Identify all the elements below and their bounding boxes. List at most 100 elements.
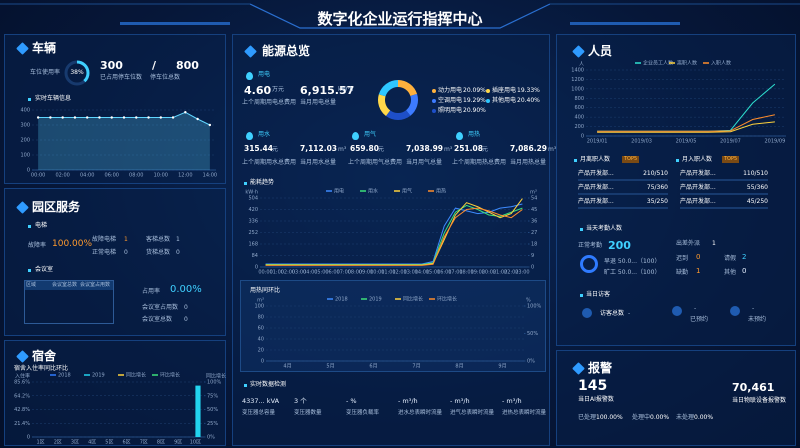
legend-label: 入职人数 bbox=[711, 60, 731, 67]
normal-label: 正常电梯 bbox=[92, 249, 117, 256]
point bbox=[159, 116, 162, 119]
y-tick-label: 0 bbox=[255, 265, 258, 271]
rooms-value: 0 bbox=[184, 316, 188, 323]
chart: 0 200 400 600 800 1000 1200 1400 2019/01 2019/03 2… bbox=[571, 60, 786, 145]
legend-value: 19.29% bbox=[463, 97, 486, 104]
y-tick-label: 40 bbox=[258, 337, 264, 343]
progress-track bbox=[680, 207, 768, 209]
x-tick-label: 10区 bbox=[190, 440, 201, 446]
leave-value: 2 bbox=[742, 253, 747, 261]
x-tick-label: 2019/09 bbox=[764, 139, 785, 145]
amount-value: 7,086.29 bbox=[510, 144, 548, 153]
section-title: 当日访客 bbox=[586, 291, 611, 298]
panel-title: 园区服务 bbox=[32, 200, 81, 214]
y2-axis-label: 同比增长 bbox=[206, 373, 226, 380]
late-value: 0 bbox=[696, 253, 701, 261]
point bbox=[135, 116, 138, 119]
x-tick-label: 8区 bbox=[157, 440, 165, 446]
legend-label: 企业员工人数 bbox=[643, 60, 673, 67]
x-tick-label: 05:00 bbox=[314, 270, 328, 276]
section-title: 月入职人数 bbox=[682, 156, 713, 163]
series-line bbox=[265, 198, 523, 266]
pie-slice bbox=[406, 93, 418, 116]
section-title: 当天考勤人数 bbox=[586, 225, 623, 232]
row-value: 45/250 bbox=[746, 198, 768, 205]
chart-title: 用热同环比 bbox=[250, 287, 281, 294]
trip-label: 出差外派 bbox=[676, 240, 701, 247]
x-tick-label: 1区 bbox=[37, 440, 45, 446]
legend-label: 动力用电 bbox=[438, 87, 463, 94]
ai-label: 当日AI报警数 bbox=[578, 396, 614, 403]
occupied-value: 0 bbox=[184, 304, 188, 311]
freight-label: 货梯总数 bbox=[146, 249, 171, 256]
chart: 0 21.4% 42.8% 64.2% 85.6% 0% 25% 50% 75% 100% 1区 2区… bbox=[14, 372, 226, 446]
chart-title: 宿舍入住率同比环比 bbox=[14, 365, 69, 372]
amount-unit: kW·h bbox=[338, 86, 354, 93]
chart bbox=[378, 80, 418, 120]
x-tick-label: 6月 bbox=[369, 364, 377, 370]
ring-value bbox=[64, 60, 90, 86]
row-value: 75/360 bbox=[646, 184, 668, 191]
x-tick-label: 09:00 bbox=[359, 270, 373, 276]
amount-label: 当月用气总量 bbox=[406, 159, 443, 166]
x-tick-label: 2019/03 bbox=[631, 139, 652, 145]
legend-label: 同比增长 bbox=[126, 372, 146, 379]
cost-label: 上个周期用电总费用 bbox=[242, 99, 297, 106]
legend-dot bbox=[432, 89, 436, 93]
x-tick-label: 5月 bbox=[326, 364, 334, 370]
row-value: 35/250 bbox=[646, 198, 668, 205]
x-tick-label: 10:00 bbox=[370, 270, 384, 276]
attendance-ring bbox=[580, 255, 598, 273]
x-tick-label: 14:00 bbox=[415, 270, 429, 276]
point bbox=[184, 111, 187, 114]
heat-panel bbox=[240, 280, 546, 372]
legend-label: 用水 bbox=[368, 188, 378, 195]
booked-label: 已预约 bbox=[690, 316, 709, 323]
x-tick-label: 10:00 bbox=[154, 173, 168, 179]
chart: 0 20 40 60 80 100 0% 50% 100% 4月 5月 6月 7月 8月 9月 m³ % 2018… bbox=[254, 296, 541, 370]
x-tick-label: 5区 bbox=[105, 440, 113, 446]
x-tick-label: 12:00 bbox=[178, 173, 192, 179]
y-tick-label: 0 bbox=[261, 359, 264, 365]
y-tick-label: 42.8% bbox=[14, 407, 30, 413]
meeting-table bbox=[24, 280, 114, 324]
cost-unit: 元 bbox=[272, 146, 279, 153]
pie-slice bbox=[378, 94, 391, 116]
y-tick-label: 600 bbox=[574, 105, 584, 111]
y-tick-label: 0 bbox=[581, 134, 584, 140]
visitor-icon bbox=[730, 306, 740, 316]
header-frame bbox=[249, 3, 551, 29]
x-tick-label: 11:00 bbox=[381, 270, 395, 276]
legend-label: 环比增长 bbox=[437, 296, 457, 303]
energy-icon bbox=[246, 72, 253, 80]
legend-value: 19.33% bbox=[517, 87, 540, 94]
y-tick-label: 168 bbox=[248, 242, 258, 248]
occupancy-label: 占用率 bbox=[142, 288, 161, 295]
row-label: 产品开发部... bbox=[680, 184, 716, 191]
y-tick-label: 200 bbox=[574, 124, 584, 130]
total-count: 800 bbox=[176, 59, 199, 72]
y2-tick-label: 18 bbox=[531, 242, 537, 248]
visitor-icon bbox=[672, 306, 682, 316]
legend-label: 空调用电 bbox=[438, 97, 463, 104]
point bbox=[36, 116, 40, 119]
y-tick-label: 100 bbox=[20, 153, 30, 159]
row-label: 产品开发部... bbox=[578, 184, 614, 191]
x-tick-label: 00:00 bbox=[31, 173, 45, 179]
iot-count: 70,461 bbox=[732, 381, 775, 394]
table-header-cell: 区域 bbox=[26, 282, 37, 288]
normal-value: 200 bbox=[608, 239, 631, 252]
panel-title: 车辆 bbox=[32, 41, 57, 55]
legend-label: 离职人数 bbox=[677, 60, 697, 67]
y-tick-label: 0 bbox=[27, 435, 30, 441]
monitor-label: 进水总表瞬时流量 bbox=[398, 410, 443, 416]
legend-dot bbox=[486, 89, 490, 93]
status-label: 处理中 bbox=[632, 414, 651, 421]
cost-value: 659.80 bbox=[350, 144, 379, 153]
y2-tick-label: 100% bbox=[207, 380, 222, 386]
usage-ring bbox=[64, 60, 90, 86]
y2-tick-label: 25% bbox=[207, 421, 218, 427]
x-tick-label: 07:00 bbox=[337, 270, 351, 276]
series-line bbox=[597, 121, 775, 133]
